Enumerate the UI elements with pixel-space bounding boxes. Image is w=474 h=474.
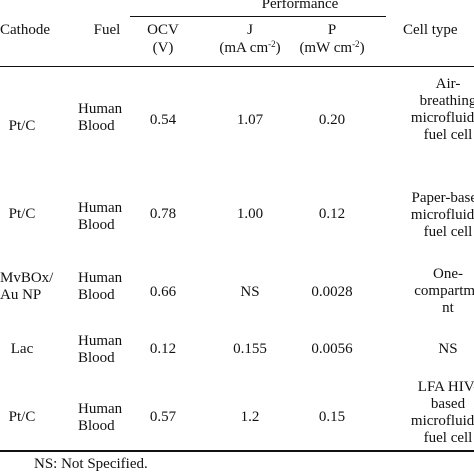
j-cell: 1.07 xyxy=(236,112,264,128)
p-header: P xyxy=(327,22,337,38)
j-cell: 0.155 xyxy=(233,341,267,357)
cell-type-line: based xyxy=(430,396,466,412)
performance-header: Performance xyxy=(261,0,339,12)
cell-type-line: breathing xyxy=(419,93,474,109)
ocv-cell: 0.57 xyxy=(149,409,177,425)
header-rule xyxy=(0,66,474,67)
fuel-cell-line: Human xyxy=(78,200,123,216)
fuel-cell-line: Blood xyxy=(78,217,115,233)
cathode-cell: Pt/C xyxy=(8,118,36,134)
j-cell: NS xyxy=(240,284,260,300)
ocv-header: OCV xyxy=(147,22,179,38)
j-header: J xyxy=(247,22,253,38)
cell-type-line: microfluidic xyxy=(410,110,474,126)
p-cell: 0.0056 xyxy=(311,341,353,357)
cathode-header: Cathode xyxy=(0,22,50,38)
ocv-cell: 0.66 xyxy=(149,284,177,300)
cell-type-line: nt xyxy=(442,300,454,316)
ocv-cell: 0.78 xyxy=(149,206,177,222)
p-cell: 0.20 xyxy=(318,112,346,128)
ocv-unit: (V) xyxy=(152,40,174,56)
cathode-cell: Lac xyxy=(10,341,34,357)
cell-type-line: compartme xyxy=(414,283,474,299)
cell-type-header: Cell type xyxy=(403,22,458,38)
cell-type-line: LFA HIV- xyxy=(417,379,474,395)
p-cell: 0.0028 xyxy=(311,284,353,300)
fuel-cell-line: Blood xyxy=(78,418,115,434)
j-cell: 1.00 xyxy=(236,206,264,222)
footnote: NS: Not Specified. xyxy=(34,456,148,472)
cell-type-line: microfluidic xyxy=(410,413,474,429)
j-cell: 1.2 xyxy=(240,409,260,425)
fuel-cell-line: Human xyxy=(78,333,123,349)
cell-type-line: NS xyxy=(438,341,458,357)
fuel-cell-line: Blood xyxy=(78,118,115,134)
fuel-header: Fuel xyxy=(93,22,121,38)
performance-underline xyxy=(130,16,386,17)
cathode-cell: Pt/C xyxy=(8,409,36,425)
cathode-cell-line: MvBOx/ xyxy=(0,270,54,286)
p-cell: 0.12 xyxy=(318,206,346,222)
p-unit: (mW cm-2) xyxy=(299,39,365,57)
fuel-cell-line: Human xyxy=(78,270,123,286)
p-cell: 0.15 xyxy=(318,409,346,425)
ocv-cell: 0.54 xyxy=(149,112,177,128)
j-unit: (mA cm-2) xyxy=(219,39,281,57)
ocv-cell: 0.12 xyxy=(149,341,177,357)
cell-type-line: Air- xyxy=(435,76,461,92)
fuel-cell-line: Blood xyxy=(78,287,115,303)
fuel-cell-line: Human xyxy=(78,101,123,117)
cell-type-line: One- xyxy=(433,266,463,282)
bottom-rule xyxy=(0,450,474,452)
fuel-cell-line: Human xyxy=(78,401,123,417)
cell-type-line: fuel cell xyxy=(423,224,473,240)
cell-type-line: fuel cell xyxy=(423,127,473,143)
cell-type-line: microfluidic xyxy=(410,207,474,223)
cell-type-line: Paper-based xyxy=(411,190,474,206)
fuel-cell-line: Blood xyxy=(78,350,115,366)
cathode-cell: Pt/C xyxy=(8,206,36,222)
cell-type-line: fuel cell xyxy=(423,430,473,446)
cathode-cell-line: Au NP xyxy=(0,287,42,303)
